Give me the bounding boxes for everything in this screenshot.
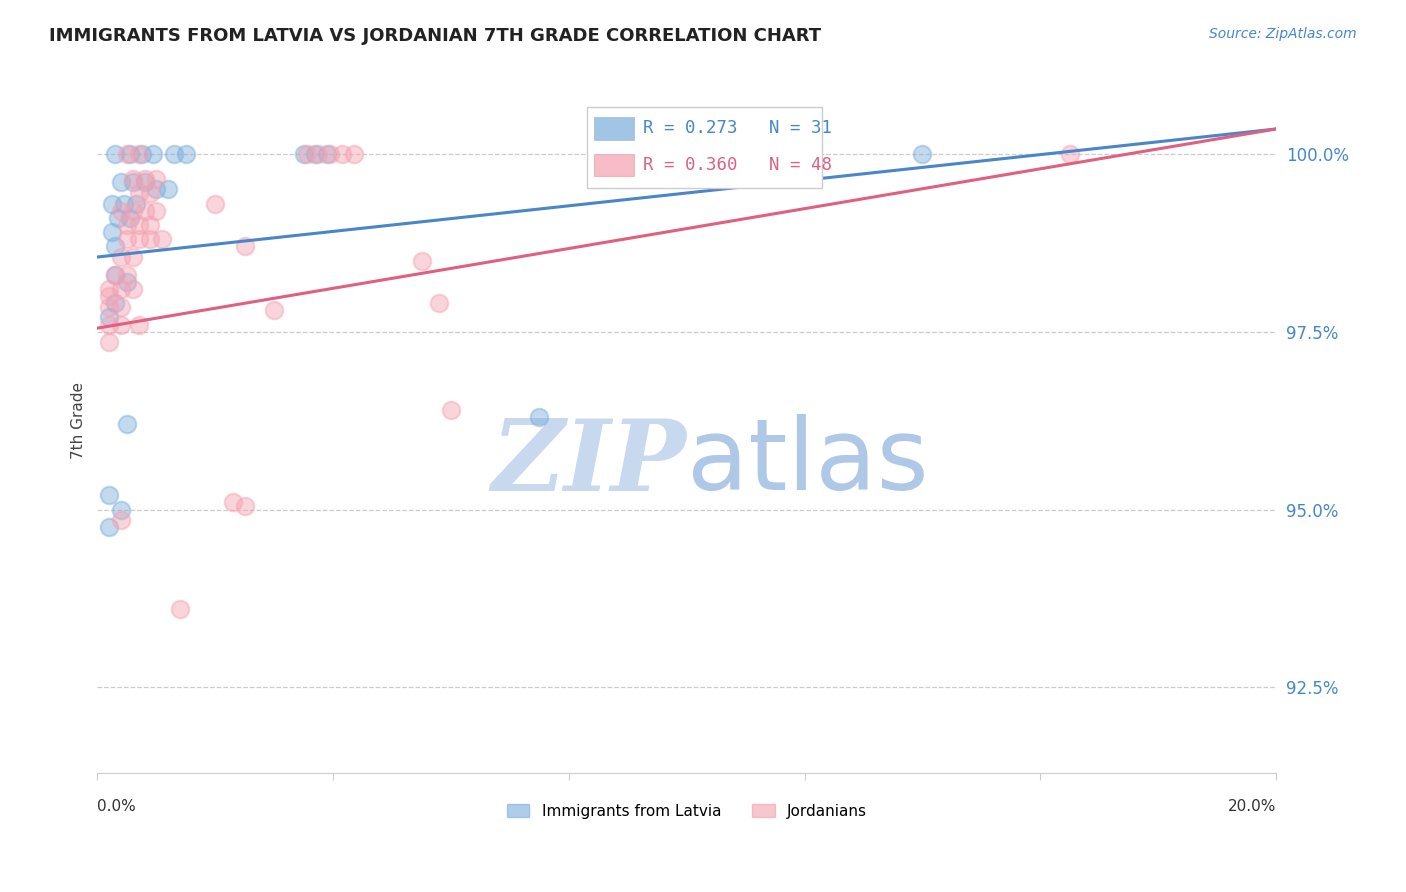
Point [134,203,156,218]
Point [121,171,143,186]
Point [440,403,463,417]
Point [107,211,129,225]
Point [110,250,132,264]
Point [110,203,132,218]
Point [134,175,156,189]
Point [139,186,162,200]
Point [128,232,150,246]
Text: 20.0%: 20.0% [1227,799,1277,814]
Point [98,520,121,534]
Point [150,232,173,246]
Point [104,268,127,282]
Point [98,300,121,314]
Point [169,602,191,616]
Point [330,147,353,161]
Point [104,147,127,161]
Point [115,218,138,232]
Point [307,147,329,161]
Point [128,318,150,332]
Point [319,147,342,161]
Point [304,147,326,161]
Point [145,171,167,186]
Point [529,410,551,425]
Point [263,303,285,318]
Point [121,250,143,264]
Point [98,335,121,350]
Point [115,275,138,289]
Point [128,186,150,200]
Point [118,211,141,225]
Point [118,147,141,161]
Y-axis label: 7th Grade: 7th Grade [72,382,86,459]
Point [427,296,450,310]
Point [204,196,226,211]
FancyBboxPatch shape [593,117,634,140]
Point [104,268,127,282]
Point [110,175,132,189]
Point [121,203,143,218]
Point [139,218,162,232]
Point [292,147,315,161]
Point [163,147,186,161]
FancyBboxPatch shape [593,153,634,177]
Legend: Immigrants from Latvia, Jordanians: Immigrants from Latvia, Jordanians [501,797,873,825]
Point [104,296,127,310]
Point [101,225,124,239]
Point [110,502,132,516]
Point [121,282,143,296]
Point [411,253,433,268]
Point [101,196,124,211]
Point [295,147,318,161]
Point [112,196,135,211]
Text: R = 0.273   N = 31: R = 0.273 N = 31 [643,120,832,137]
Point [139,232,162,246]
Point [121,175,143,189]
Point [98,289,121,303]
Point [145,182,167,196]
Point [128,218,150,232]
Text: R = 0.360   N = 48: R = 0.360 N = 48 [643,156,832,174]
Point [98,310,121,325]
Text: Source: ZipAtlas.com: Source: ZipAtlas.com [1209,27,1357,41]
Text: atlas: atlas [686,415,928,511]
Point [145,203,167,218]
Point [157,182,180,196]
Point [174,147,197,161]
Point [110,513,132,527]
Point [104,239,127,253]
Point [131,147,153,161]
Point [233,499,256,513]
Point [98,488,121,502]
Point [115,232,138,246]
Point [233,239,256,253]
Point [134,171,156,186]
Point [110,318,132,332]
Text: IMMIGRANTS FROM LATVIA VS JORDANIAN 7TH GRADE CORRELATION CHART: IMMIGRANTS FROM LATVIA VS JORDANIAN 7TH … [49,27,821,45]
Point [911,147,934,161]
Point [142,147,165,161]
Point [115,268,138,282]
Point [115,417,138,432]
Point [110,300,132,314]
Point [115,147,138,161]
Point [98,318,121,332]
Point [222,495,245,509]
Text: 0.0%: 0.0% [97,799,136,814]
Point [316,147,339,161]
Text: ZIP: ZIP [492,415,686,511]
Point [343,147,366,161]
FancyBboxPatch shape [586,107,823,188]
Point [128,147,150,161]
Point [1059,147,1081,161]
Point [110,282,132,296]
Point [98,282,121,296]
Point [124,196,146,211]
